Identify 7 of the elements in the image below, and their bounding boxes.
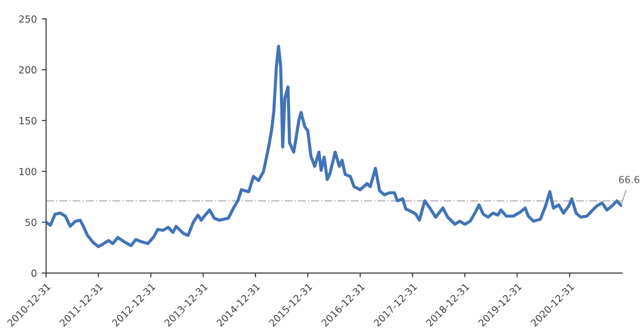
y-tick-label: 250 bbox=[19, 15, 36, 23]
y-tick-label: 100 bbox=[20, 168, 36, 176]
y-tick-label: 0 bbox=[32, 270, 36, 277]
y-tick-label: 200 bbox=[19, 66, 36, 74]
y-tick-label: 50 bbox=[25, 218, 36, 226]
annotation: 66.6 bbox=[618, 176, 640, 184]
y-tick-label: 150 bbox=[20, 117, 36, 124]
